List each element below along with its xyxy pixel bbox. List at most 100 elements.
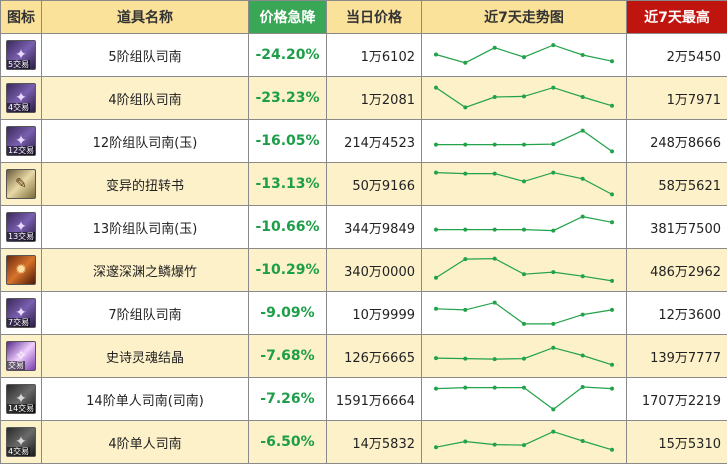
icon-glyph: ✎ bbox=[7, 170, 35, 198]
trend-point bbox=[551, 171, 555, 175]
trend-cell bbox=[422, 421, 627, 464]
item-icon-cell: ✦5交易 bbox=[1, 34, 42, 77]
trend-point bbox=[581, 215, 585, 219]
trend-point bbox=[610, 279, 614, 283]
price-drop-value: -10.66% bbox=[249, 206, 327, 249]
trend-point bbox=[493, 386, 497, 390]
trend-point bbox=[522, 322, 526, 326]
trend-point bbox=[522, 94, 526, 98]
purple-scroll-icon: ✦4交易 bbox=[6, 83, 36, 113]
trend-point bbox=[463, 386, 467, 390]
trend-line bbox=[436, 387, 612, 409]
item-icon-cell: ✦4交易 bbox=[1, 421, 42, 464]
trend-point bbox=[522, 55, 526, 59]
today-price-value: 10万9999 bbox=[327, 292, 422, 335]
seven-day-max-value: 58万5621 bbox=[627, 163, 727, 206]
trend-cell bbox=[422, 120, 627, 163]
dark-scroll-icon: ✦4交易 bbox=[6, 427, 36, 457]
trend-cell bbox=[422, 335, 627, 378]
trend-point bbox=[434, 86, 438, 90]
item-name: 12阶组队司南(玉) bbox=[42, 120, 249, 163]
seven-day-max-value: 381万7500 bbox=[627, 206, 727, 249]
trend-point bbox=[551, 142, 555, 146]
trend-point bbox=[522, 272, 526, 276]
tradable-badge: 4交易 bbox=[7, 103, 30, 112]
trend-point bbox=[493, 301, 497, 305]
item-icon-cell: ✦13交易 bbox=[1, 206, 42, 249]
header-price-drop: 价格急降 bbox=[249, 1, 327, 34]
trend-point bbox=[581, 313, 585, 317]
trend-cell bbox=[422, 77, 627, 120]
item-icon-cell: ✦14交易 bbox=[1, 378, 42, 421]
trend-point bbox=[581, 385, 585, 389]
purple-scroll-icon: ✦12交易 bbox=[6, 126, 36, 156]
trend-sparkline bbox=[430, 124, 618, 158]
purple-scroll-icon: ✦13交易 bbox=[6, 212, 36, 242]
today-price-value: 214万4523 bbox=[327, 120, 422, 163]
header-7day-max: 近7天最高 bbox=[627, 1, 727, 34]
trend-point bbox=[522, 386, 526, 390]
price-drop-value: -13.13% bbox=[249, 163, 327, 206]
trend-sparkline bbox=[430, 339, 618, 373]
trend-point bbox=[493, 172, 497, 176]
item-icon-cell: ✎ bbox=[1, 163, 42, 206]
trend-point bbox=[434, 276, 438, 280]
item-name: 5阶组队司南 bbox=[42, 34, 249, 77]
trend-point bbox=[434, 356, 438, 360]
trend-point bbox=[551, 346, 555, 350]
trend-point bbox=[610, 104, 614, 108]
trend-point bbox=[493, 357, 497, 361]
price-drop-value: -24.20% bbox=[249, 34, 327, 77]
trend-point bbox=[434, 387, 438, 391]
seven-day-max-value: 486万2962 bbox=[627, 249, 727, 292]
trend-point bbox=[522, 357, 526, 361]
trend-point bbox=[581, 439, 585, 443]
trend-sparkline bbox=[430, 81, 618, 115]
trend-point bbox=[581, 354, 585, 358]
trend-sparkline bbox=[430, 210, 618, 244]
trend-point bbox=[581, 129, 585, 133]
item-icon-cell: ✦7交易 bbox=[1, 292, 42, 335]
trend-point bbox=[551, 86, 555, 90]
trend-sparkline bbox=[430, 253, 618, 287]
item-name: 14阶单人司南(司南) bbox=[42, 378, 249, 421]
trend-point bbox=[522, 143, 526, 147]
item-icon-cell: ✹ bbox=[1, 249, 42, 292]
price-drop-value: -6.50% bbox=[249, 421, 327, 464]
today-price-value: 1591万6664 bbox=[327, 378, 422, 421]
purple-scroll-icon: ✦5交易 bbox=[6, 40, 36, 70]
trend-point bbox=[493, 228, 497, 232]
trend-cell bbox=[422, 292, 627, 335]
trend-point bbox=[434, 445, 438, 449]
trend-line bbox=[436, 173, 612, 195]
trend-line bbox=[436, 259, 612, 281]
today-price-value: 126万6665 bbox=[327, 335, 422, 378]
trend-sparkline bbox=[430, 38, 618, 72]
trend-point bbox=[551, 43, 555, 47]
trend-cell bbox=[422, 163, 627, 206]
item-icon-cell: ✧交易 bbox=[1, 335, 42, 378]
trend-point bbox=[610, 192, 614, 196]
trend-point bbox=[610, 363, 614, 367]
trend-point bbox=[551, 270, 555, 274]
header-icon: 图标 bbox=[1, 1, 42, 34]
purple-scroll-icon: ✦7交易 bbox=[6, 298, 36, 328]
trend-sparkline bbox=[430, 425, 618, 459]
trend-point bbox=[493, 443, 497, 447]
trend-line bbox=[436, 303, 612, 324]
trend-sparkline bbox=[430, 167, 618, 201]
price-drop-value: -7.26% bbox=[249, 378, 327, 421]
trend-point bbox=[463, 308, 467, 312]
trend-point bbox=[463, 357, 467, 361]
trend-point bbox=[463, 440, 467, 444]
trend-point bbox=[581, 53, 585, 57]
trend-point bbox=[463, 61, 467, 65]
trend-cell bbox=[422, 206, 627, 249]
trend-point bbox=[463, 228, 467, 232]
header-today-price: 当日价格 bbox=[327, 1, 422, 34]
